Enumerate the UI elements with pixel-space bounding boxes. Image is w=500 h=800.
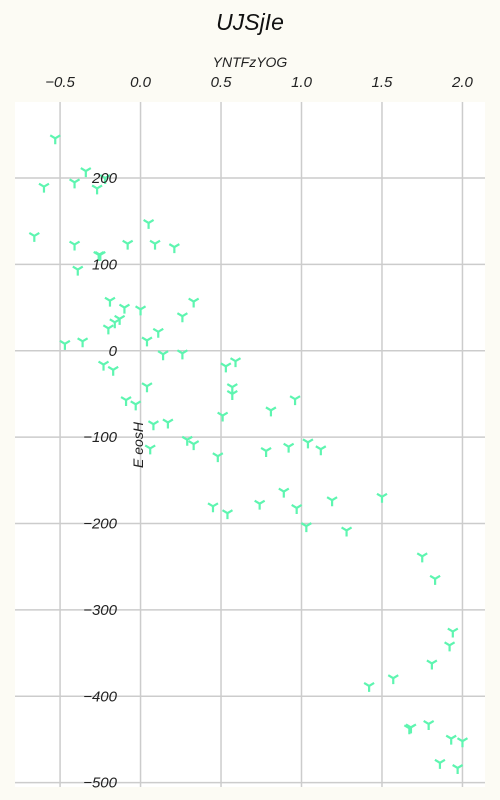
data-point (447, 627, 459, 638)
data-point (403, 724, 415, 735)
data-point (226, 383, 238, 394)
data-point (176, 312, 188, 323)
x-tick-label: 1.0 (291, 74, 313, 91)
data-point (143, 218, 155, 229)
data-point (97, 360, 110, 371)
data-point (387, 674, 399, 685)
data-point (109, 318, 121, 329)
data-point (363, 681, 375, 692)
grid-lines (15, 102, 485, 787)
data-point (452, 764, 464, 774)
data-point (212, 452, 224, 463)
y-tick-label: 100 (92, 256, 118, 273)
y-tick-label: 0 (109, 343, 118, 360)
data-point (94, 250, 106, 261)
tick-labels: −0.5 0.0 0.5 1.0 1.5 2.0 −500 −400 −300 −200 −100 0… (45, 74, 473, 792)
data-point (423, 719, 435, 730)
data-point (147, 420, 159, 431)
plot-area (15, 102, 485, 787)
data-point (221, 509, 234, 520)
data-point (302, 438, 314, 449)
data-point (188, 440, 200, 451)
data-point (229, 357, 242, 368)
data-point (168, 243, 180, 254)
x-tick-label: 0.5 (211, 74, 233, 91)
data-point (444, 641, 456, 652)
data-point (114, 314, 126, 325)
data-point (341, 526, 353, 537)
data-point (445, 734, 457, 745)
data-point (326, 496, 338, 507)
data-point (260, 447, 272, 457)
data-point (434, 758, 446, 769)
data-point (102, 324, 114, 335)
x-tick-label: −0.5 (45, 74, 75, 91)
y-tick-label: −400 (83, 688, 117, 705)
data-point (456, 737, 469, 748)
data-point (144, 444, 156, 455)
data-point (99, 174, 111, 185)
data-points (28, 134, 469, 774)
x-tick-label: 1.5 (372, 74, 394, 91)
data-point (107, 365, 119, 376)
data-point (68, 178, 81, 189)
data-point (429, 574, 441, 585)
chart-title: UJSjIe (216, 9, 284, 35)
data-point (91, 184, 103, 195)
x-axis-label: YNTFzYOG (213, 54, 288, 70)
data-point (226, 390, 238, 400)
data-point (265, 406, 277, 417)
y-tick-label: −300 (83, 602, 117, 619)
x-tick-label: 0.0 (130, 74, 152, 91)
data-point (152, 327, 164, 338)
data-point (72, 265, 84, 276)
data-point (118, 303, 131, 314)
y-axis-label: E eosH (130, 421, 146, 468)
data-point (68, 240, 81, 251)
x-tick-label: 2.0 (451, 74, 474, 91)
data-point (59, 339, 71, 350)
data-point (291, 504, 303, 514)
data-point (149, 239, 161, 250)
data-point (162, 418, 174, 429)
data-point (28, 231, 40, 242)
data-point (122, 239, 134, 250)
data-point (141, 336, 153, 347)
data-point (176, 349, 188, 360)
data-point (300, 522, 312, 533)
data-point (315, 445, 327, 456)
data-point (141, 382, 153, 393)
data-point (120, 396, 132, 407)
data-point (157, 350, 169, 361)
data-point (130, 400, 142, 411)
data-point (220, 362, 232, 373)
y-tick-label: −200 (83, 516, 117, 533)
data-point (376, 492, 388, 503)
data-point (289, 395, 301, 406)
data-point (283, 442, 295, 453)
y-tick-label: 200 (91, 170, 118, 187)
data-point (278, 487, 290, 498)
data-point (416, 552, 428, 563)
data-point (77, 337, 89, 348)
data-point (80, 167, 92, 178)
data-point (134, 305, 147, 316)
data-point (38, 182, 50, 193)
y-tick-label: −500 (83, 775, 117, 792)
y-tick-label: −100 (83, 429, 117, 446)
data-point (49, 134, 61, 145)
data-point (181, 435, 193, 446)
data-point (188, 297, 200, 308)
data-point (104, 296, 116, 307)
data-point (254, 499, 266, 510)
data-point (217, 411, 229, 422)
data-point (426, 659, 438, 670)
data-point (207, 502, 219, 513)
